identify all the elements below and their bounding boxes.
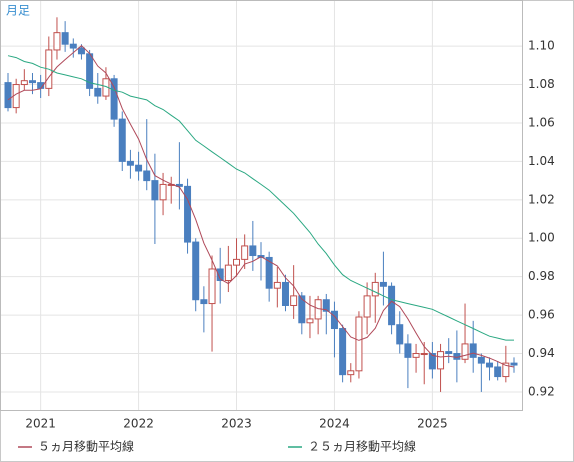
candle-body bbox=[510, 362, 518, 366]
candle-body bbox=[371, 281, 379, 297]
y-tick-label: 0.96 bbox=[528, 308, 555, 322]
candle-body bbox=[388, 285, 396, 326]
candle-body bbox=[477, 356, 485, 364]
candle-body bbox=[175, 183, 183, 187]
candle-body bbox=[298, 295, 306, 324]
candle-body bbox=[69, 43, 77, 49]
x-tick-label: 2025 bbox=[417, 417, 448, 431]
candle-body bbox=[330, 310, 338, 330]
legend-label: ５ヵ月移動平均線 bbox=[38, 439, 134, 454]
candle-body bbox=[216, 268, 224, 282]
candle-body bbox=[347, 370, 355, 376]
y-tick-label: 1.04 bbox=[528, 154, 555, 168]
candle-body bbox=[208, 268, 216, 305]
ma-line bbox=[7, 55, 514, 341]
candle-body bbox=[494, 366, 502, 378]
candle-body bbox=[469, 343, 477, 358]
candle-body bbox=[412, 353, 420, 358]
y-tick-label: 1.02 bbox=[528, 192, 555, 206]
period-label: 月足 bbox=[6, 4, 30, 18]
x-tick-label: 2021 bbox=[25, 417, 56, 431]
candle-body bbox=[4, 82, 12, 109]
candle-body bbox=[159, 183, 167, 201]
candle-body bbox=[355, 316, 363, 372]
candle-body bbox=[339, 328, 347, 376]
y-tick-label: 1.10 bbox=[528, 39, 555, 53]
plot-border bbox=[0, 0, 523, 411]
candle-body bbox=[135, 164, 143, 172]
candle-body bbox=[502, 362, 510, 378]
candle-body bbox=[396, 324, 404, 345]
candle-body bbox=[143, 170, 151, 182]
candle-body bbox=[184, 185, 192, 243]
y-tick-label: 1.06 bbox=[528, 115, 555, 129]
candle-body bbox=[28, 80, 36, 84]
candle-body bbox=[61, 32, 69, 45]
x-tick-label: 2024 bbox=[319, 417, 350, 431]
candle-body bbox=[233, 258, 241, 266]
y-tick-label: 1.08 bbox=[528, 77, 555, 91]
candle-body bbox=[20, 80, 28, 86]
candle-body bbox=[94, 87, 102, 97]
candle-body bbox=[53, 32, 61, 51]
y-tick-label: 0.94 bbox=[528, 346, 555, 360]
legend-label: ２５ヵ月移動平均線 bbox=[308, 439, 416, 454]
candle-body bbox=[241, 245, 249, 260]
candle-body bbox=[322, 299, 330, 312]
x-tick-label: 2023 bbox=[221, 417, 252, 431]
candle-body bbox=[486, 362, 494, 368]
candle-body bbox=[77, 47, 85, 55]
candle-body bbox=[200, 299, 208, 305]
y-tick-label: 0.98 bbox=[528, 269, 555, 283]
candle-body bbox=[192, 241, 200, 301]
candle-body bbox=[428, 353, 436, 370]
candle-body bbox=[249, 245, 257, 257]
candle-body bbox=[306, 318, 314, 324]
candle-body bbox=[281, 281, 289, 306]
candle-body bbox=[118, 118, 126, 162]
candle-body bbox=[110, 78, 118, 120]
candle-body bbox=[363, 295, 371, 318]
candle-body bbox=[420, 353, 428, 356]
candle-body bbox=[379, 281, 387, 287]
candle-body bbox=[265, 256, 273, 289]
candle-body bbox=[461, 343, 469, 360]
y-tick-label: 0.92 bbox=[528, 384, 555, 398]
y-tick-label: 1.00 bbox=[528, 231, 555, 245]
candle-body bbox=[437, 351, 445, 370]
ma-line bbox=[7, 45, 515, 368]
candle-body bbox=[126, 160, 134, 166]
candle-body bbox=[224, 264, 232, 282]
candle-body bbox=[151, 180, 159, 201]
x-tick-label: 2022 bbox=[123, 417, 154, 431]
candle-body bbox=[273, 281, 281, 289]
candle-body bbox=[445, 351, 453, 355]
candle-body bbox=[404, 343, 412, 358]
candle-body bbox=[290, 295, 298, 306]
